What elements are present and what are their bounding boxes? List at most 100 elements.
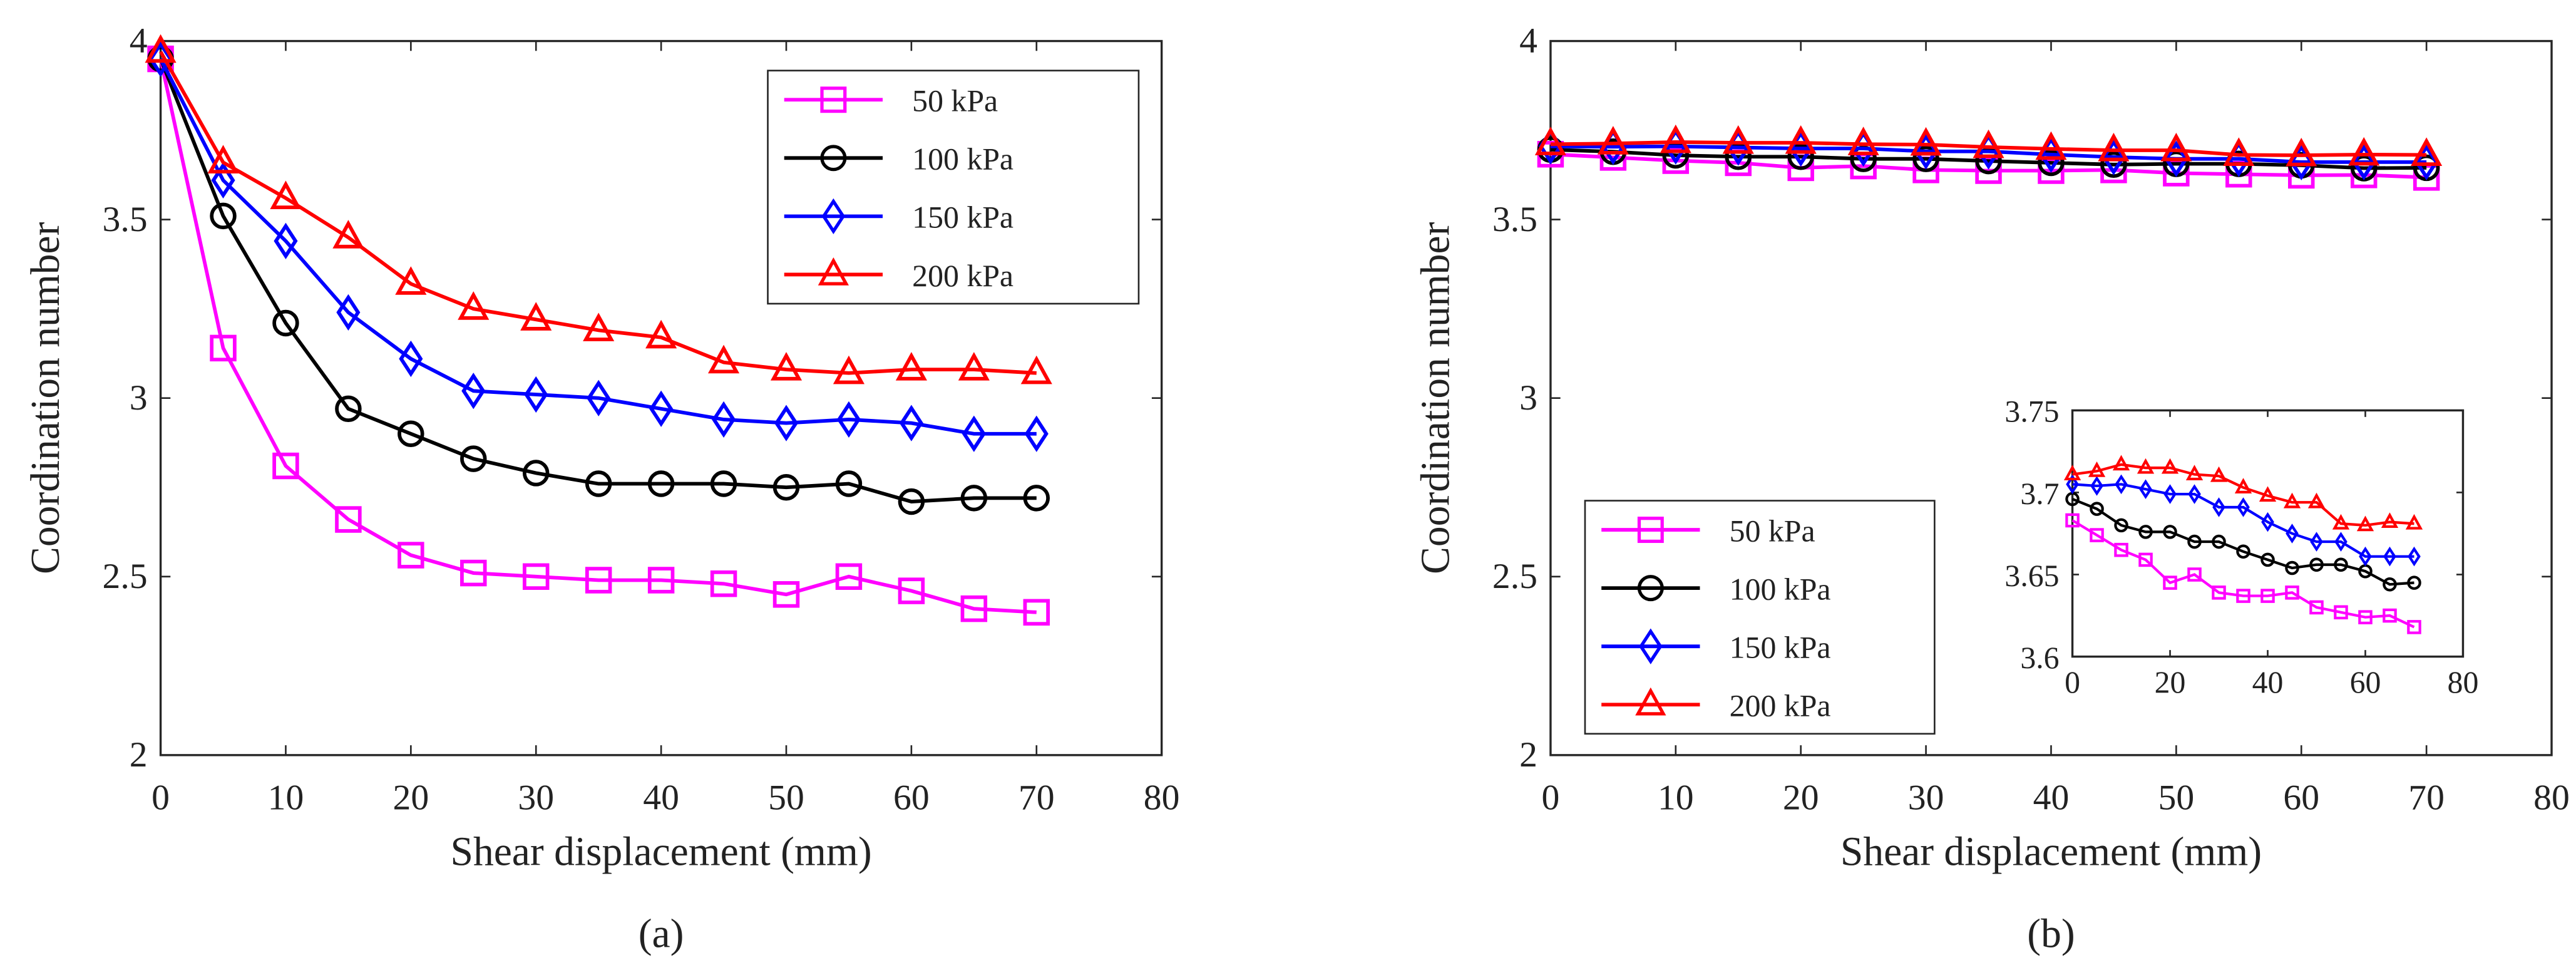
data-point bbox=[207, 145, 239, 173]
data-point bbox=[958, 352, 990, 381]
chart-panel-a: 0 10 20 30 40 50 60 70 80 2 2.5 3 3.5 4 Shear displace… bbox=[23, 21, 1179, 957]
data-point bbox=[336, 294, 361, 331]
data-point bbox=[2261, 512, 2274, 532]
data-point bbox=[1975, 157, 2002, 184]
data-point bbox=[2063, 465, 2081, 481]
series-50-kpa bbox=[2065, 513, 2421, 634]
legend: 50 kPa 100 kPa 150 kPa 200 kPa bbox=[1584, 500, 1936, 735]
series-200-kpa bbox=[2063, 455, 2423, 532]
legend-item: 50 kPa bbox=[1601, 513, 1815, 548]
data-point bbox=[2114, 542, 2128, 557]
data-point bbox=[774, 405, 799, 441]
data-point bbox=[1847, 126, 1879, 155]
legend-item: 200 kPa bbox=[1601, 687, 1831, 723]
data-point bbox=[2407, 620, 2421, 634]
data-point bbox=[2090, 502, 2104, 516]
axes-frame bbox=[2071, 409, 2465, 658]
data-point bbox=[2260, 552, 2275, 567]
data-point bbox=[2413, 164, 2440, 191]
data-point bbox=[332, 220, 364, 249]
x-tick-label: 40 bbox=[2033, 778, 2070, 817]
x-tick-label: 0 bbox=[1542, 778, 1560, 817]
data-point bbox=[2358, 610, 2373, 624]
data-point bbox=[772, 474, 800, 501]
triangle-marker-icon bbox=[1635, 687, 1666, 716]
data-point bbox=[395, 266, 427, 295]
x-tick-label: 0 bbox=[2065, 665, 2080, 699]
series-line bbox=[2072, 483, 2414, 558]
data-point bbox=[274, 222, 298, 259]
data-point bbox=[2411, 137, 2443, 166]
y-tick-label: 2 bbox=[130, 735, 148, 775]
legend-label: 200 kPa bbox=[1730, 689, 1831, 723]
legend-label: 50 kPa bbox=[1730, 513, 1815, 548]
data-point bbox=[145, 34, 177, 63]
data-point bbox=[398, 542, 424, 569]
data-point bbox=[2038, 149, 2065, 177]
series-200-kpa bbox=[145, 34, 1052, 384]
x-tick-label: 80 bbox=[2448, 665, 2479, 699]
data-point bbox=[2187, 567, 2202, 582]
legend-item: 100 kPa bbox=[1601, 572, 1831, 606]
data-point bbox=[2289, 143, 2314, 180]
data-point bbox=[398, 420, 424, 447]
diamond-marker-icon bbox=[1639, 628, 1663, 664]
data-point bbox=[2348, 137, 2380, 166]
data-point bbox=[962, 415, 986, 452]
y-tick-label: 2.5 bbox=[103, 557, 148, 596]
panel-label: (a) bbox=[639, 912, 684, 957]
legend-item: 150 kPa bbox=[1601, 628, 1831, 665]
x-tick-label: 10 bbox=[1658, 778, 1694, 817]
data-point bbox=[2234, 478, 2252, 494]
data-point bbox=[2185, 465, 2204, 481]
data-point bbox=[645, 319, 677, 349]
data-point bbox=[1597, 126, 1629, 155]
y-tick-label: 3 bbox=[130, 378, 148, 418]
data-point bbox=[460, 559, 487, 587]
legend-label: 100 kPa bbox=[912, 142, 1013, 177]
data-point bbox=[1910, 126, 1942, 156]
y-tick-label: 3.5 bbox=[1492, 200, 1537, 239]
data-point bbox=[460, 445, 487, 472]
data-point bbox=[2114, 518, 2128, 533]
data-point bbox=[835, 470, 863, 497]
y-tick-label: 3.65 bbox=[2004, 559, 2059, 593]
data-point bbox=[2161, 458, 2179, 474]
data-point bbox=[1020, 355, 1052, 384]
data-point bbox=[1725, 143, 1752, 170]
data-point bbox=[2212, 497, 2225, 517]
data-point bbox=[898, 488, 925, 515]
data-point bbox=[2138, 552, 2153, 567]
data-point bbox=[2356, 515, 2374, 532]
series-line bbox=[1550, 140, 2427, 157]
y-tick-label: 3.5 bbox=[103, 200, 148, 239]
data-point bbox=[2139, 479, 2152, 499]
data-point bbox=[1534, 126, 1566, 155]
square-marker-icon bbox=[1637, 517, 1664, 544]
data-point bbox=[585, 567, 612, 594]
data-point bbox=[2163, 484, 2177, 504]
series-50-kpa bbox=[147, 45, 1050, 626]
data-point bbox=[647, 470, 675, 497]
data-point bbox=[520, 302, 552, 331]
y-axis-label: Coordination number bbox=[1413, 222, 1458, 574]
data-point bbox=[270, 180, 302, 209]
data-point bbox=[210, 202, 237, 230]
legend-label: 100 kPa bbox=[1730, 572, 1831, 606]
data-point bbox=[707, 344, 740, 374]
data-point bbox=[2407, 575, 2421, 590]
data-point bbox=[458, 291, 490, 320]
data-point bbox=[2334, 557, 2348, 572]
data-point bbox=[272, 452, 299, 480]
data-point bbox=[710, 570, 737, 597]
legend-item: 100 kPa bbox=[784, 142, 1013, 177]
data-point bbox=[399, 340, 423, 378]
data-point bbox=[649, 390, 674, 427]
data-point bbox=[272, 309, 299, 337]
y-axis-label: Coordination number bbox=[23, 222, 68, 574]
y-tick-label: 2 bbox=[1519, 735, 1537, 775]
x-tick-label: 60 bbox=[893, 778, 930, 817]
data-point bbox=[899, 405, 923, 441]
x-tick-label: 40 bbox=[643, 778, 679, 817]
series-line bbox=[159, 58, 1037, 436]
